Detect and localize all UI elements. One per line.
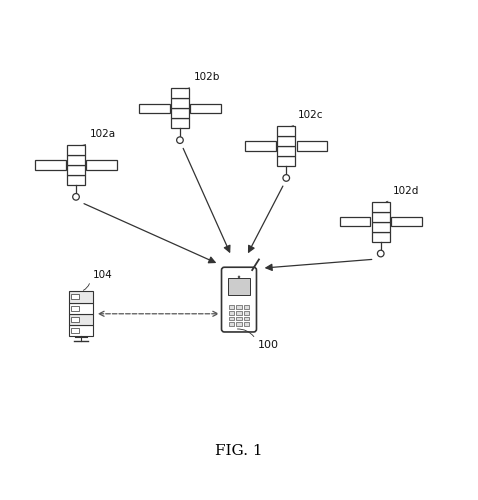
Text: 104: 104 xyxy=(93,270,112,280)
Bar xyxy=(171,88,189,98)
Bar xyxy=(372,222,390,232)
Bar xyxy=(171,98,189,108)
Bar xyxy=(67,175,85,185)
Bar xyxy=(244,311,249,314)
Bar xyxy=(71,328,79,333)
Bar xyxy=(236,316,242,320)
Bar xyxy=(139,104,170,113)
Circle shape xyxy=(177,137,183,143)
Bar xyxy=(244,322,249,326)
Bar xyxy=(372,202,390,211)
Bar xyxy=(69,314,93,325)
Bar xyxy=(297,142,327,151)
FancyBboxPatch shape xyxy=(221,267,257,332)
Bar xyxy=(229,306,234,309)
Circle shape xyxy=(73,194,79,200)
Circle shape xyxy=(378,250,384,257)
Bar xyxy=(35,160,65,170)
Bar xyxy=(244,306,249,309)
Text: 102a: 102a xyxy=(90,129,116,139)
Text: FIG. 1: FIG. 1 xyxy=(215,444,263,458)
Bar xyxy=(236,306,242,309)
Text: 102d: 102d xyxy=(392,186,419,196)
Bar xyxy=(87,160,117,170)
Text: 100: 100 xyxy=(258,340,279,350)
Bar xyxy=(69,325,93,336)
Bar xyxy=(229,322,234,326)
Bar xyxy=(391,217,422,226)
Circle shape xyxy=(238,276,240,278)
Bar xyxy=(245,142,276,151)
Bar xyxy=(340,217,370,226)
Bar xyxy=(277,146,295,156)
Bar xyxy=(67,155,85,165)
Bar xyxy=(372,232,390,241)
Bar xyxy=(277,126,295,136)
Bar xyxy=(71,306,79,310)
Bar xyxy=(69,302,93,314)
Bar xyxy=(236,311,242,314)
Bar xyxy=(71,317,79,322)
Bar xyxy=(67,145,85,155)
Text: 102b: 102b xyxy=(194,72,220,83)
Bar xyxy=(69,292,93,302)
Bar xyxy=(171,108,189,118)
Bar xyxy=(228,278,250,295)
Bar xyxy=(229,316,234,320)
Circle shape xyxy=(283,174,290,182)
Bar xyxy=(71,294,79,300)
Bar xyxy=(190,104,221,113)
Bar xyxy=(229,311,234,314)
Bar xyxy=(277,156,295,166)
Bar xyxy=(372,212,390,222)
Bar xyxy=(171,118,189,128)
Text: 102c: 102c xyxy=(298,110,324,120)
Bar xyxy=(236,322,242,326)
Bar xyxy=(67,165,85,175)
Bar xyxy=(277,136,295,146)
Bar xyxy=(244,316,249,320)
